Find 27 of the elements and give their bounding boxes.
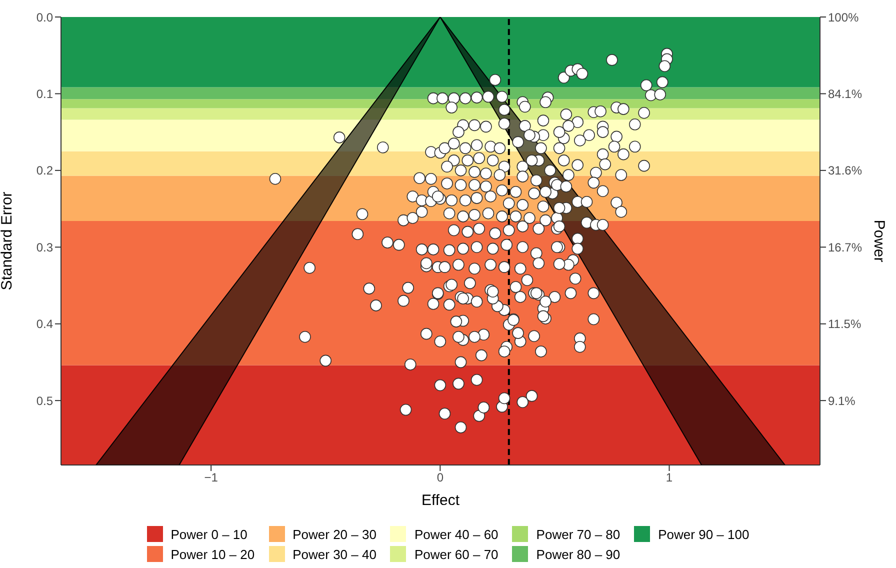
y-tick-label: 0.4 <box>36 317 54 332</box>
y-axis-title: Standard Error <box>0 192 16 290</box>
category-label: 84.1% <box>828 86 862 101</box>
legend-label: Power 10 – 20 <box>170 546 255 562</box>
y-tick-label: 0.3 <box>36 240 54 254</box>
y-tick-label: 0.5 <box>36 394 54 408</box>
x-tick-label: 0 <box>436 470 444 485</box>
x-tick-label: −1 <box>204 470 218 485</box>
y-tick-label: 0.1 <box>36 86 54 101</box>
y-tick-label: 0.2 <box>36 164 54 178</box>
y-tick-label: 0.0 <box>36 10 54 24</box>
legend-label: Power 80 – 90 <box>536 546 620 562</box>
category-label: 31.6% <box>828 164 862 178</box>
x-axis-title: Effect <box>421 492 460 509</box>
y2-axis-title: Power <box>870 220 888 262</box>
legend-label: Power 40 – 60 <box>414 526 498 542</box>
legend-label: Power 60 – 70 <box>414 546 498 562</box>
category-label: 16.7% <box>828 240 862 254</box>
legend-label: Power 30 – 40 <box>292 546 376 562</box>
category-label: 100% <box>828 10 859 24</box>
legend-label: Power 20 – 30 <box>292 526 376 542</box>
category-label: 11.5% <box>828 317 862 332</box>
legend-label: Power 70 – 80 <box>536 526 620 542</box>
category-label: 9.1% <box>828 394 856 408</box>
legend-label: Power 0 – 10 <box>170 526 248 542</box>
x-tick-label: 1 <box>666 470 673 485</box>
legend-label: Power 90 – 100 <box>658 526 750 542</box>
